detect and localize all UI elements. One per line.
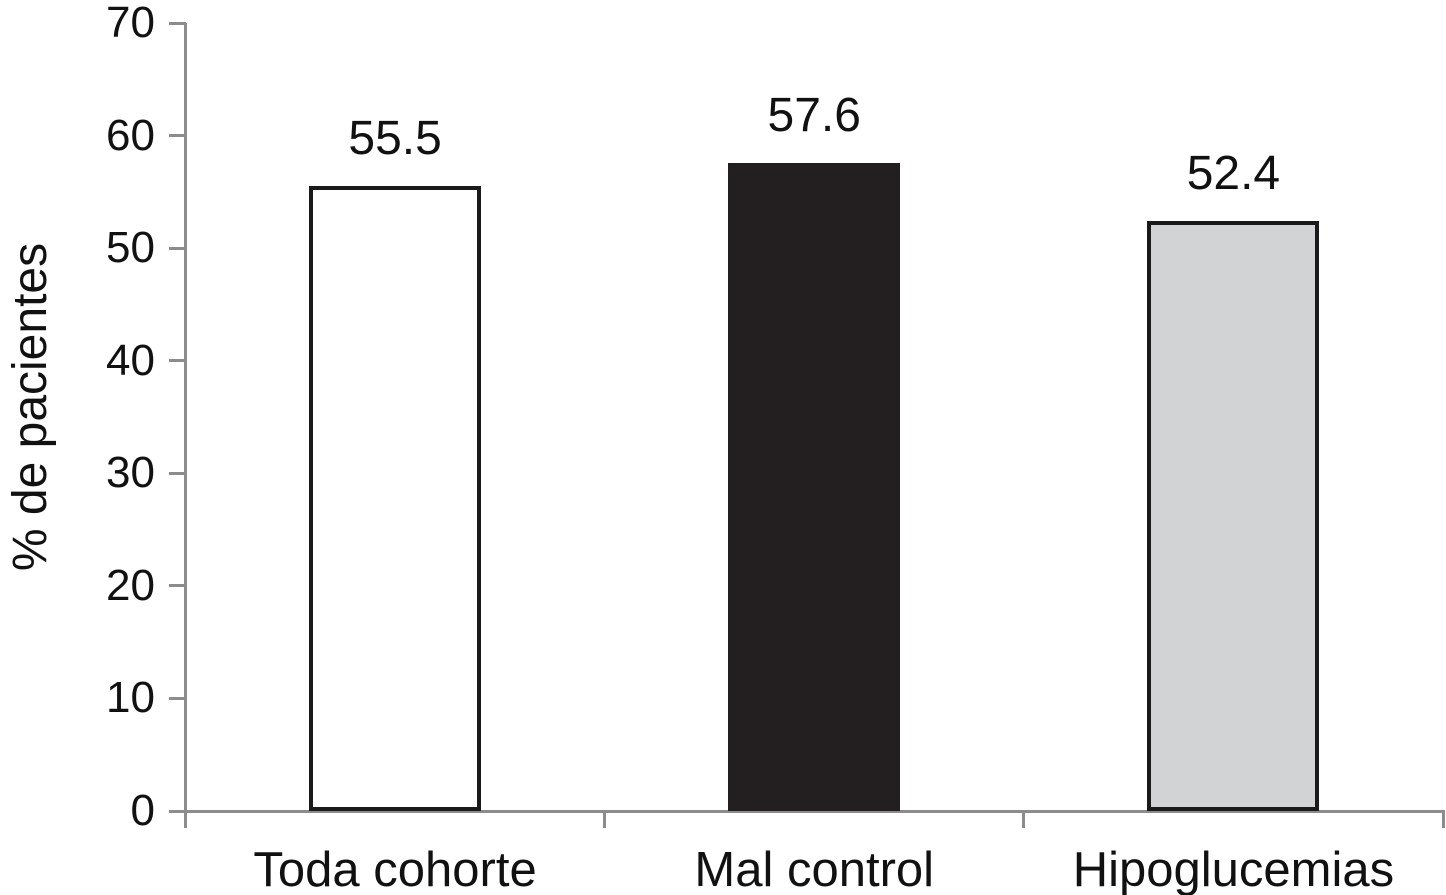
y-tick-mark (169, 246, 186, 250)
y-axis-line (184, 23, 187, 828)
bar (1147, 221, 1320, 811)
x-category-label: Mal control (694, 843, 935, 895)
y-tick-label: 0 (130, 786, 155, 835)
y-tick-label: 50 (106, 223, 155, 273)
x-category-label: Hipoglucemias (1072, 843, 1395, 895)
y-tick-mark (169, 134, 186, 138)
x-category-label: Toda cohorte (253, 843, 537, 895)
x-tick-mark (1022, 810, 1026, 828)
bar (309, 186, 482, 811)
x-tick-mark (603, 810, 607, 828)
y-tick-mark (169, 809, 186, 813)
y-tick-mark (169, 21, 186, 25)
y-tick-mark (169, 696, 186, 700)
bar-value-label: 52.4 (1186, 147, 1281, 201)
y-tick-mark (169, 471, 186, 475)
bar-value-label: 57.6 (767, 88, 861, 142)
y-tick-mark (169, 359, 186, 363)
y-tick-label: 20 (106, 560, 155, 610)
y-tick-label: 30 (106, 448, 155, 498)
y-tick-label: 60 (106, 110, 155, 160)
bar (728, 162, 901, 811)
y-tick-label: 40 (106, 335, 155, 385)
bar-value-label: 55.5 (348, 112, 442, 166)
x-axis-line (169, 810, 1443, 813)
y-tick-mark (169, 584, 186, 588)
x-tick-mark (1441, 810, 1445, 828)
y-tick-label: 70 (106, 0, 155, 47)
y-tick-label: 10 (106, 673, 155, 723)
y-axis-title: % de pacientes (4, 242, 57, 572)
x-tick-mark (184, 810, 187, 828)
